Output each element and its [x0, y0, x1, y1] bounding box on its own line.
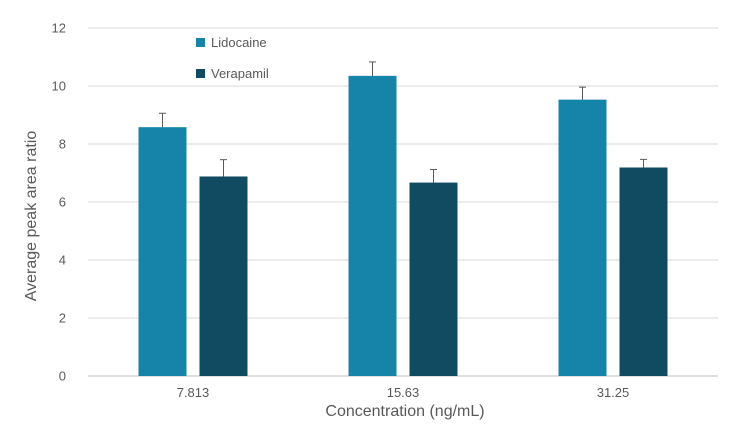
x-tick-label: 7.813: [177, 385, 210, 400]
y-tick-label: 0: [59, 369, 66, 384]
bar-verapamil-2: [619, 167, 668, 376]
y-tick-label: 6: [59, 195, 66, 210]
legend-label-lidocaine: Lidocaine: [211, 35, 267, 50]
gridlines: [88, 27, 718, 319]
legend: Lidocaine Verapamil: [196, 35, 269, 81]
y-axis-title: Average peak area ratio: [23, 131, 40, 302]
x-tick-label: 31.25: [597, 385, 630, 400]
x-tick-labels: 7.813 15.63 31.25: [177, 385, 630, 400]
bar-lidocaine-1: [348, 75, 397, 376]
bar-lidocaine-0: [138, 127, 187, 377]
y-tick-label: 12: [52, 21, 66, 36]
legend-swatch-verapamil: [196, 69, 205, 78]
x-axis-title: Concentration (ng/mL): [325, 403, 484, 420]
y-tick-label: 8: [59, 137, 66, 152]
y-tick-labels: 0 2 4 6 8 10 12: [52, 21, 66, 384]
bar-verapamil-0: [199, 176, 248, 376]
y-tick-label: 10: [52, 79, 66, 94]
error-bars: [159, 61, 647, 183]
x-tick-label: 15.63: [387, 385, 420, 400]
legend-label-verapamil: Verapamil: [211, 66, 269, 81]
bar-lidocaine-2: [558, 99, 607, 376]
legend-swatch-lidocaine: [196, 38, 205, 47]
y-tick-label: 4: [59, 253, 66, 268]
bars: [138, 75, 668, 377]
bar-verapamil-1: [409, 182, 458, 376]
y-tick-label: 2: [59, 311, 66, 326]
